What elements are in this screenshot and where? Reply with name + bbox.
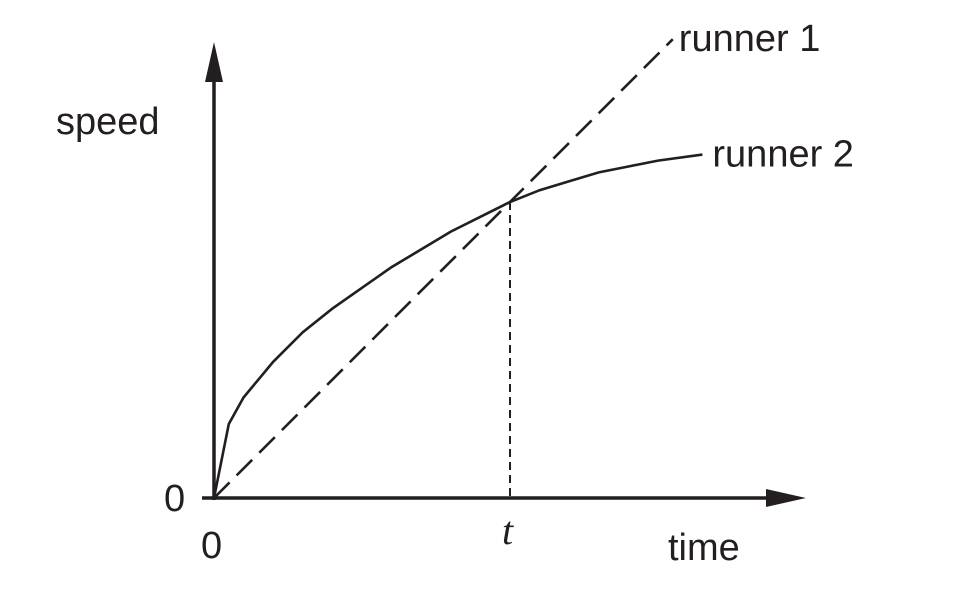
y-origin-label: 0 [164, 478, 185, 520]
series-runner-1-label: runner 1 [679, 18, 821, 60]
series-runner-2-label: runner 2 [712, 134, 854, 176]
y-axis-label: speed [56, 101, 160, 143]
t-marker-label: t [502, 508, 514, 553]
x-origin-label: 0 [201, 525, 222, 567]
x-axis-label: time [668, 527, 740, 569]
series-runner-2-line [212, 153, 703, 499]
y-axis-arrow [205, 42, 223, 82]
x-axis-arrow [766, 489, 806, 507]
series-runner-1-line [213, 38, 674, 499]
